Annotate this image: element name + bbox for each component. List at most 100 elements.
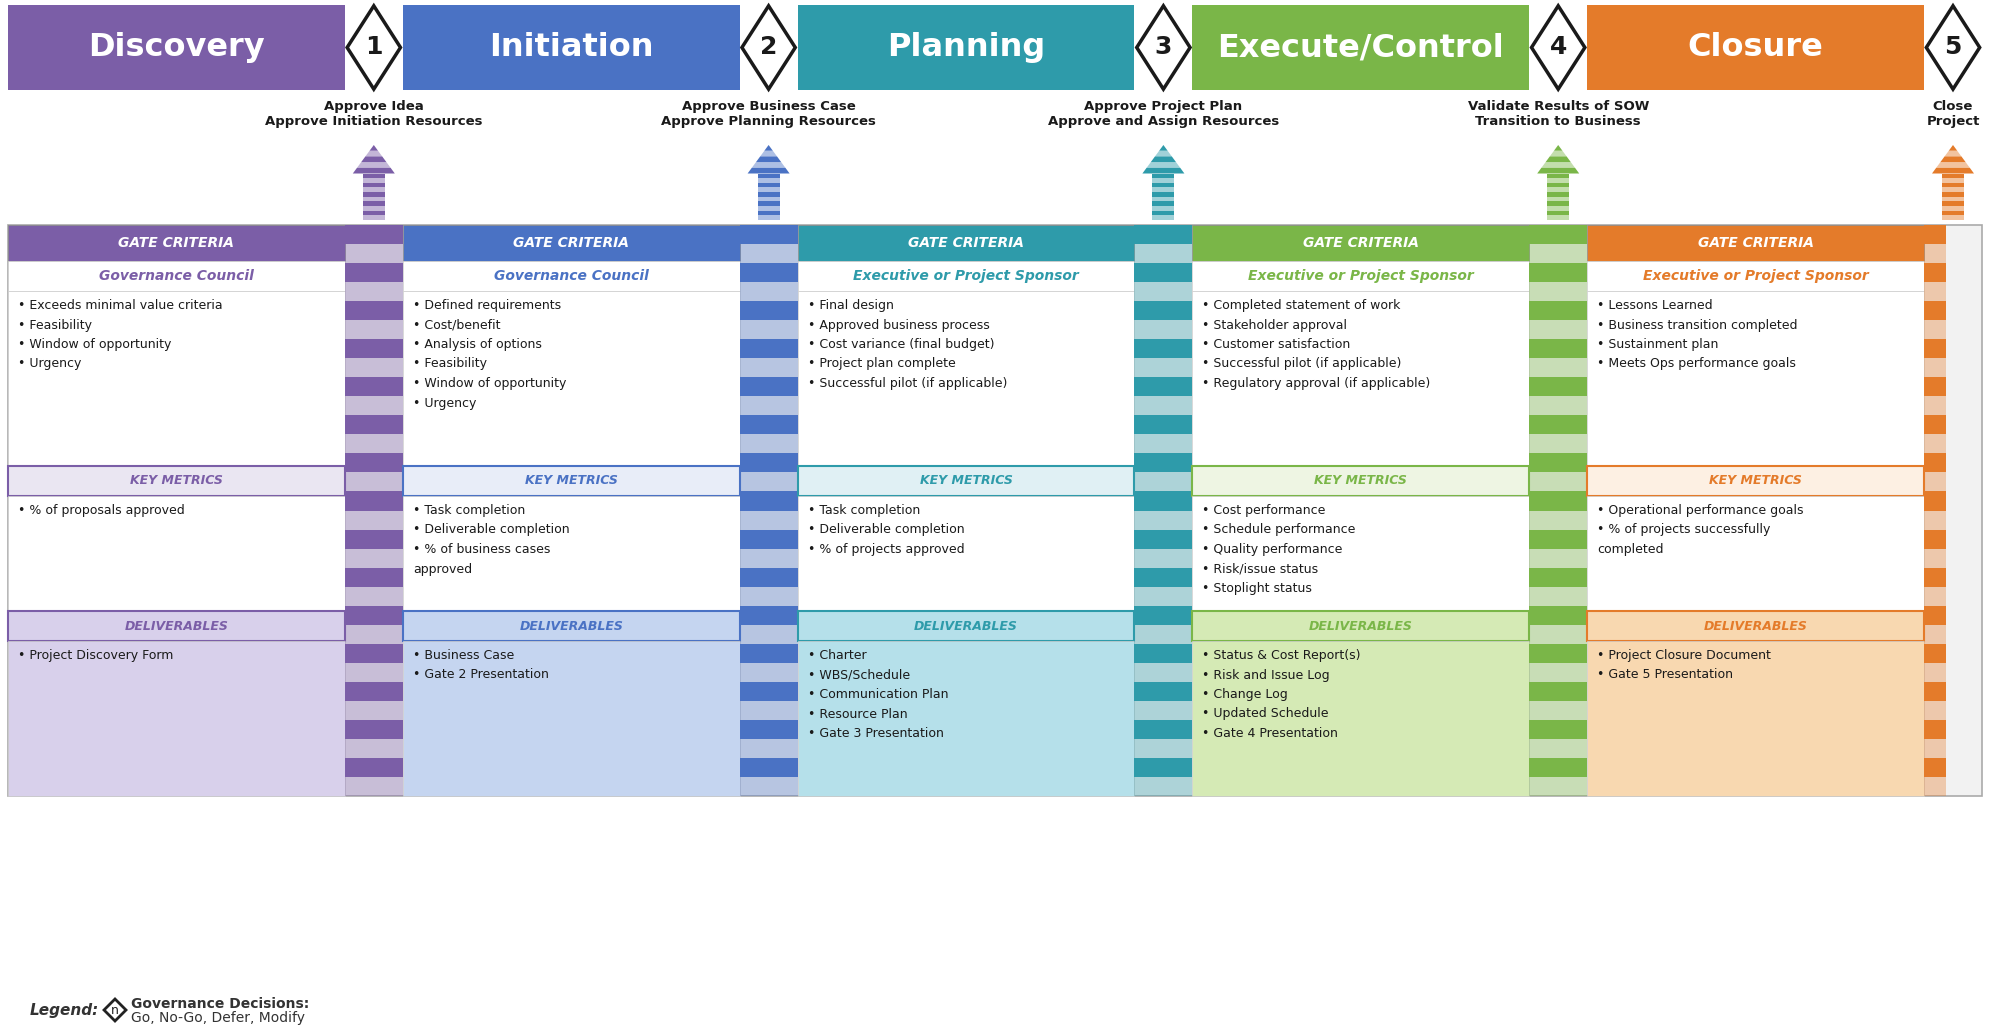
Bar — [362, 179, 384, 183]
Bar — [1134, 415, 1191, 434]
Polygon shape — [362, 157, 386, 162]
Text: Governance Decisions:: Governance Decisions: — [131, 997, 308, 1011]
Bar — [1587, 225, 1923, 261]
Bar — [740, 586, 798, 606]
Bar — [1923, 282, 1945, 301]
Bar — [1191, 5, 1528, 90]
Bar — [1941, 206, 1963, 211]
Bar — [1528, 473, 1587, 491]
Text: • Project Discovery Form: • Project Discovery Form — [18, 649, 173, 662]
Bar — [740, 434, 798, 453]
Bar — [1545, 197, 1569, 201]
Bar — [740, 282, 798, 301]
Bar — [798, 641, 1134, 796]
Bar — [758, 188, 780, 192]
Bar — [1923, 529, 1945, 549]
Bar — [798, 496, 1134, 611]
Bar — [740, 549, 798, 568]
Bar — [1923, 473, 1945, 491]
Bar — [1134, 434, 1191, 453]
Bar — [1134, 529, 1191, 549]
Bar — [344, 739, 402, 757]
Bar — [362, 197, 384, 201]
Text: n: n — [111, 1003, 119, 1017]
Bar — [1191, 641, 1528, 796]
Bar — [1923, 263, 1945, 282]
Bar — [1923, 663, 1945, 682]
Bar — [1134, 263, 1191, 282]
Bar — [1545, 201, 1569, 206]
Bar — [1587, 291, 1923, 466]
Polygon shape — [1943, 151, 1961, 157]
Bar — [1528, 340, 1587, 358]
Bar — [344, 663, 402, 682]
Bar — [740, 606, 798, 624]
Bar — [1545, 192, 1569, 197]
Text: • Task completion
• Deliverable completion
• % of projects approved: • Task completion • Deliverable completi… — [808, 504, 965, 556]
Bar — [740, 568, 798, 586]
Text: GATE CRITERIA: GATE CRITERIA — [1697, 236, 1812, 250]
Polygon shape — [1935, 162, 1969, 168]
Bar — [1545, 183, 1569, 188]
Bar — [1191, 496, 1528, 611]
Text: • Final design
• Approved business process
• Cost variance (final budget)
• Proj: • Final design • Approved business proce… — [808, 299, 1006, 390]
Bar — [344, 434, 402, 453]
Bar — [1923, 396, 1945, 415]
Bar — [1191, 261, 1528, 291]
Polygon shape — [346, 6, 400, 89]
Bar — [1923, 491, 1945, 511]
Polygon shape — [103, 999, 125, 1021]
Bar — [1134, 396, 1191, 415]
Bar — [1191, 291, 1528, 466]
Bar — [758, 197, 780, 201]
Bar — [1134, 340, 1191, 358]
Bar — [344, 473, 402, 491]
Bar — [798, 466, 1134, 496]
Polygon shape — [1532, 6, 1583, 89]
Bar — [1941, 179, 1963, 183]
Bar — [1134, 225, 1191, 244]
Bar — [344, 549, 402, 568]
Bar — [1923, 453, 1945, 473]
Bar — [1528, 529, 1587, 549]
Bar — [402, 225, 740, 261]
Bar — [1134, 777, 1191, 796]
Text: 3: 3 — [1154, 35, 1172, 60]
Bar — [344, 244, 402, 263]
Bar — [1134, 682, 1191, 701]
Polygon shape — [370, 146, 378, 151]
Text: GATE CRITERIA: GATE CRITERIA — [117, 236, 235, 250]
Bar — [740, 301, 798, 320]
Bar — [344, 777, 402, 796]
Text: • % of proposals approved: • % of proposals approved — [18, 504, 185, 517]
Bar — [8, 496, 344, 611]
Bar — [344, 453, 402, 473]
Bar — [798, 5, 1134, 90]
Polygon shape — [1154, 151, 1172, 157]
Text: Close
Project: Close Project — [1925, 100, 1979, 128]
Text: Legend:: Legend: — [30, 1002, 99, 1018]
Polygon shape — [1553, 146, 1561, 151]
Bar — [344, 263, 402, 282]
Bar — [1528, 720, 1587, 739]
Polygon shape — [1142, 168, 1183, 173]
Bar — [1134, 453, 1191, 473]
Bar — [344, 491, 402, 511]
Bar — [1152, 183, 1174, 188]
Bar — [1134, 491, 1191, 511]
Bar — [1152, 197, 1174, 201]
Bar — [758, 173, 780, 179]
Bar — [1134, 378, 1191, 396]
Bar — [1941, 173, 1963, 179]
Bar — [1923, 701, 1945, 720]
Bar — [740, 757, 798, 777]
Bar — [1134, 473, 1191, 491]
Text: Approve Project Plan
Approve and Assign Resources: Approve Project Plan Approve and Assign … — [1048, 100, 1279, 128]
Bar — [740, 644, 798, 663]
Text: DELIVERABLES: DELIVERABLES — [1309, 619, 1412, 633]
Bar — [344, 720, 402, 739]
Bar — [740, 396, 798, 415]
Text: GATE CRITERIA: GATE CRITERIA — [513, 236, 629, 250]
Polygon shape — [1549, 151, 1565, 157]
Bar — [1528, 225, 1587, 244]
